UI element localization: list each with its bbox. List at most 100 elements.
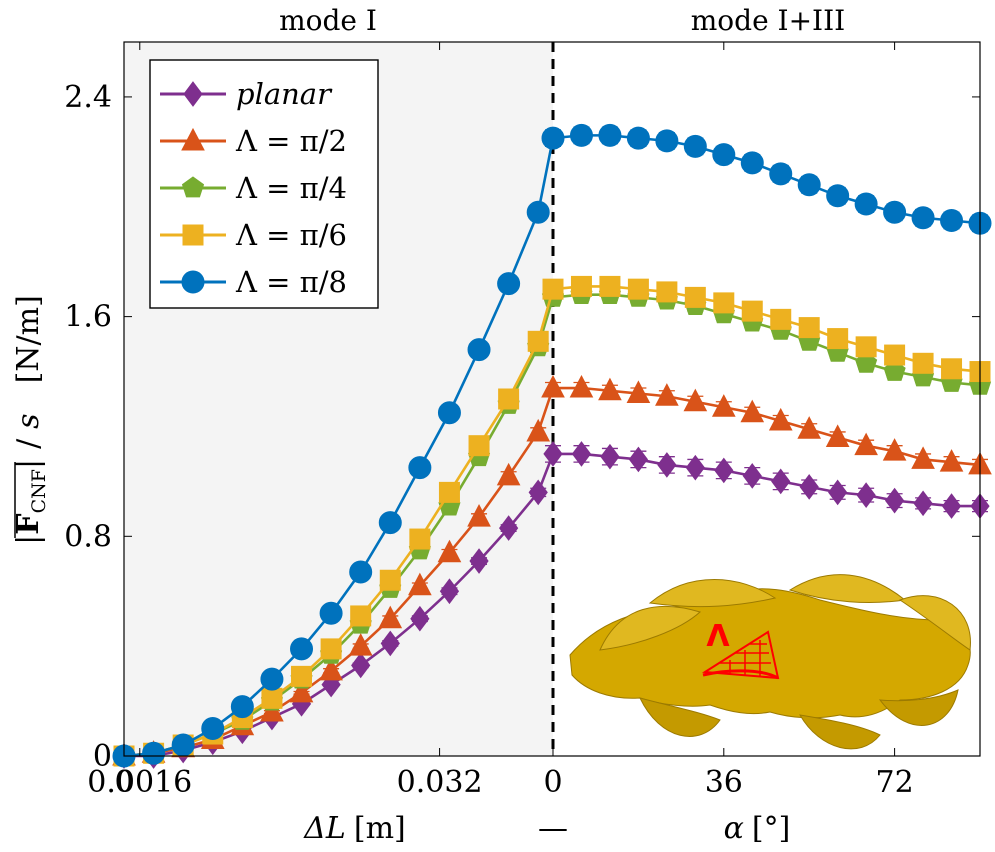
data-point bbox=[598, 377, 622, 401]
x-axis-label-middle: — bbox=[538, 811, 568, 846]
inset-blade-2 bbox=[648, 579, 777, 608]
legend-marker bbox=[181, 127, 205, 151]
legend: planar Λ = π/2 Λ = π/4 Λ = π/6 Λ = π/8 bbox=[149, 59, 379, 309]
legend-label: Λ = π/8 bbox=[235, 265, 347, 299]
data-point bbox=[770, 308, 792, 330]
data-point bbox=[438, 481, 460, 503]
data-point bbox=[350, 605, 372, 627]
data-point bbox=[570, 275, 592, 297]
data-point bbox=[497, 272, 521, 296]
inset-blade-5 bbox=[799, 714, 881, 750]
data-point bbox=[467, 338, 491, 362]
data-point bbox=[711, 394, 736, 417]
series-line-left bbox=[123, 137, 555, 758]
legend-marker bbox=[181, 270, 205, 294]
data-point bbox=[289, 679, 314, 703]
plot-frame bbox=[123, 41, 981, 757]
data-point bbox=[940, 209, 964, 232]
data-point bbox=[740, 399, 765, 423]
data-point bbox=[912, 352, 934, 374]
series-line-left bbox=[123, 288, 555, 758]
data-point bbox=[320, 638, 342, 660]
data-point bbox=[599, 275, 621, 297]
data-point bbox=[260, 667, 284, 691]
ylabel-bar-open: | bbox=[11, 535, 46, 545]
data-point bbox=[655, 129, 679, 153]
data-point bbox=[627, 278, 649, 300]
data-point bbox=[600, 443, 620, 470]
data-point bbox=[410, 605, 430, 632]
data-point bbox=[685, 454, 705, 481]
data-point bbox=[261, 687, 283, 709]
data-point bbox=[799, 474, 819, 500]
data-point bbox=[526, 200, 550, 224]
x-tick-label: 0 bbox=[543, 765, 562, 800]
series-line-left bbox=[124, 453, 555, 758]
inset-edge-curve bbox=[702, 669, 779, 680]
data-point bbox=[657, 452, 677, 478]
data-point bbox=[941, 493, 962, 519]
ylabel-sub: CNF bbox=[28, 469, 50, 513]
data-point bbox=[348, 633, 373, 656]
series-line-right bbox=[553, 452, 980, 508]
data-point bbox=[740, 151, 764, 175]
data-point bbox=[437, 401, 461, 425]
data-point bbox=[498, 515, 519, 541]
ylabel-slash: / bbox=[11, 438, 46, 449]
x-tick-label: 72 bbox=[876, 765, 914, 800]
series-line-right bbox=[552, 285, 981, 373]
data-point bbox=[741, 300, 763, 322]
data-point bbox=[626, 126, 650, 150]
series-line-right bbox=[552, 293, 981, 387]
data-point bbox=[526, 418, 551, 442]
y-tick-label: 1.6 bbox=[64, 300, 112, 335]
data-point bbox=[913, 490, 933, 517]
data-point bbox=[543, 441, 563, 467]
data-point bbox=[683, 388, 708, 412]
data-point bbox=[409, 528, 431, 550]
panel-title-left: mode I bbox=[279, 4, 377, 37]
data-point bbox=[769, 162, 793, 186]
y-axis-label: |FCNF|/s[N/m] bbox=[11, 295, 50, 545]
data-point bbox=[742, 463, 762, 489]
series-4 bbox=[112, 123, 992, 768]
ylabel-s: s bbox=[11, 413, 46, 428]
data-point bbox=[467, 504, 491, 527]
inset-lambda-label: Λ bbox=[706, 619, 730, 654]
data-point bbox=[291, 665, 313, 687]
data-point bbox=[571, 441, 592, 467]
data-point bbox=[683, 134, 707, 158]
data-point bbox=[498, 388, 520, 410]
data-point bbox=[712, 143, 736, 167]
data-point bbox=[656, 281, 678, 303]
data-point bbox=[628, 446, 649, 473]
data-point bbox=[828, 479, 848, 506]
data-point bbox=[884, 487, 905, 514]
series-layer bbox=[112, 123, 992, 769]
legend-label: Λ = π/4 bbox=[235, 171, 347, 205]
inset-blade-7 bbox=[878, 689, 959, 726]
legend-marker bbox=[182, 224, 204, 246]
data-point bbox=[496, 462, 521, 486]
data-point bbox=[468, 435, 490, 457]
data-point bbox=[569, 374, 594, 398]
data-point bbox=[171, 733, 195, 757]
inset-blade-4 bbox=[898, 595, 971, 651]
data-point bbox=[655, 383, 679, 406]
panel-title-right: mode I+III bbox=[691, 4, 846, 37]
data-point bbox=[714, 457, 734, 484]
data-point bbox=[528, 479, 548, 506]
data-point bbox=[378, 605, 403, 629]
data-point bbox=[684, 286, 706, 308]
data-point bbox=[797, 173, 821, 197]
data-point bbox=[319, 657, 343, 681]
xlabel-right-unit: [°] bbox=[752, 811, 790, 846]
x-tick-label: 0.0016 bbox=[87, 765, 192, 800]
data-point bbox=[883, 200, 907, 224]
data-point bbox=[437, 539, 462, 563]
legend-label: Λ = π/6 bbox=[235, 218, 347, 252]
data-point bbox=[882, 438, 907, 461]
legend-label: planar bbox=[236, 77, 333, 111]
series-line-right bbox=[553, 386, 981, 467]
